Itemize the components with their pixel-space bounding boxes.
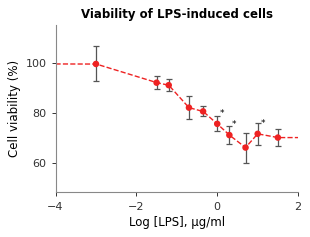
Point [201,109,206,113]
X-axis label: Log [LPS], μg/ml: Log [LPS], μg/ml [129,216,225,229]
Point [166,83,171,87]
Text: *: * [220,109,224,118]
Point [215,122,220,126]
Point [243,146,248,150]
Title: Viability of LPS-induced cells: Viability of LPS-induced cells [81,8,273,21]
Point [227,133,232,137]
Point [154,81,159,85]
Text: *: * [260,118,265,128]
Y-axis label: Cell viability (%): Cell viability (%) [8,60,21,157]
Point [186,106,191,109]
Point [94,62,99,66]
Point [255,132,260,136]
Point [275,136,280,139]
Text: *: * [232,120,237,129]
